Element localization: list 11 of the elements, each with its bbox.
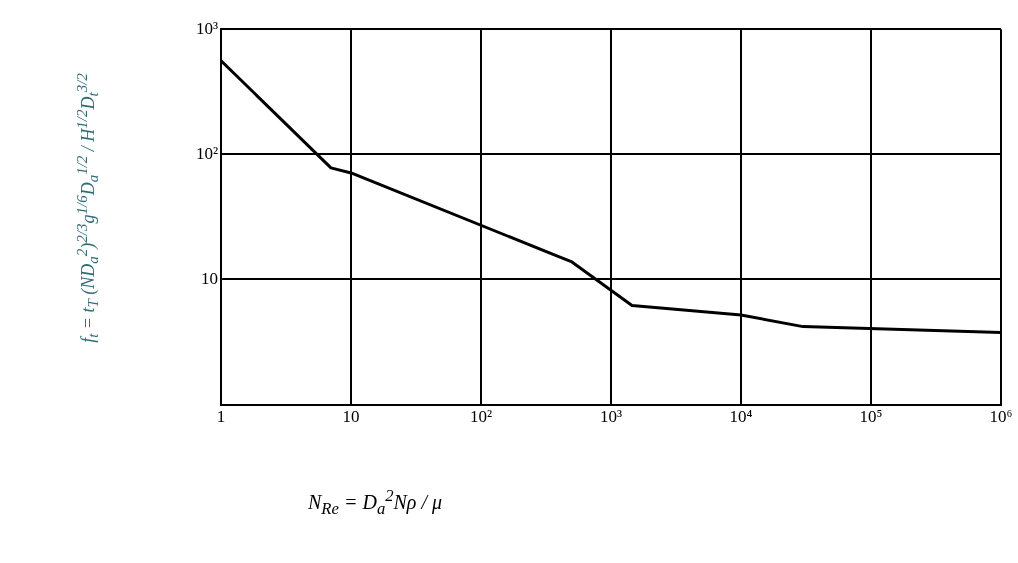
- y-tick-label: 10²: [195, 143, 219, 163]
- x-tick-label: 1: [216, 407, 226, 427]
- x-tick-label: 10⁴: [729, 407, 753, 427]
- x-tick-label: 10: [342, 407, 360, 427]
- x-axis-title: N$_{Re}$ = D$_{a}$$^{2}$Nρ / μ: [308, 486, 443, 519]
- x-tick-label: 10²: [470, 407, 493, 427]
- x-tick-label: 10⁵: [859, 407, 883, 427]
- y-tick-label: 10³: [195, 18, 219, 38]
- x-tick-label: 10⁶: [989, 407, 1013, 427]
- x-tick-label: 10³: [599, 407, 623, 427]
- y-tick-label: 10: [201, 268, 219, 288]
